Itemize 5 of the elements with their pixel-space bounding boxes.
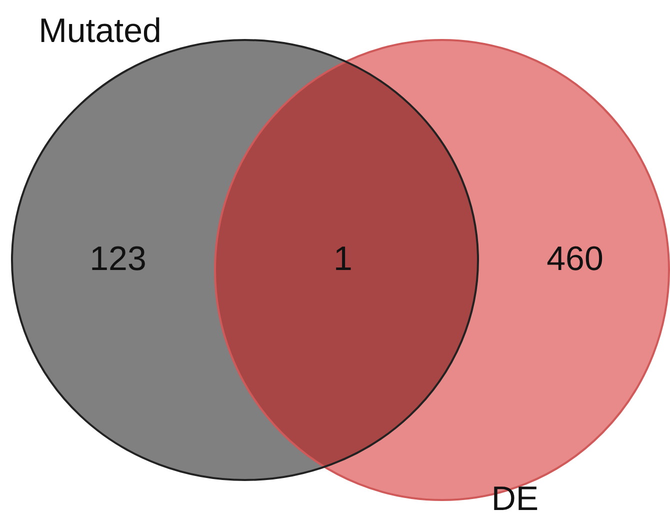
text: Mutated [38, 12, 162, 50]
data-label: 1 [334, 240, 352, 278]
data-label: 460 [546, 240, 604, 278]
data-label: 123 [90, 240, 146, 278]
text: DE [491, 480, 539, 518]
